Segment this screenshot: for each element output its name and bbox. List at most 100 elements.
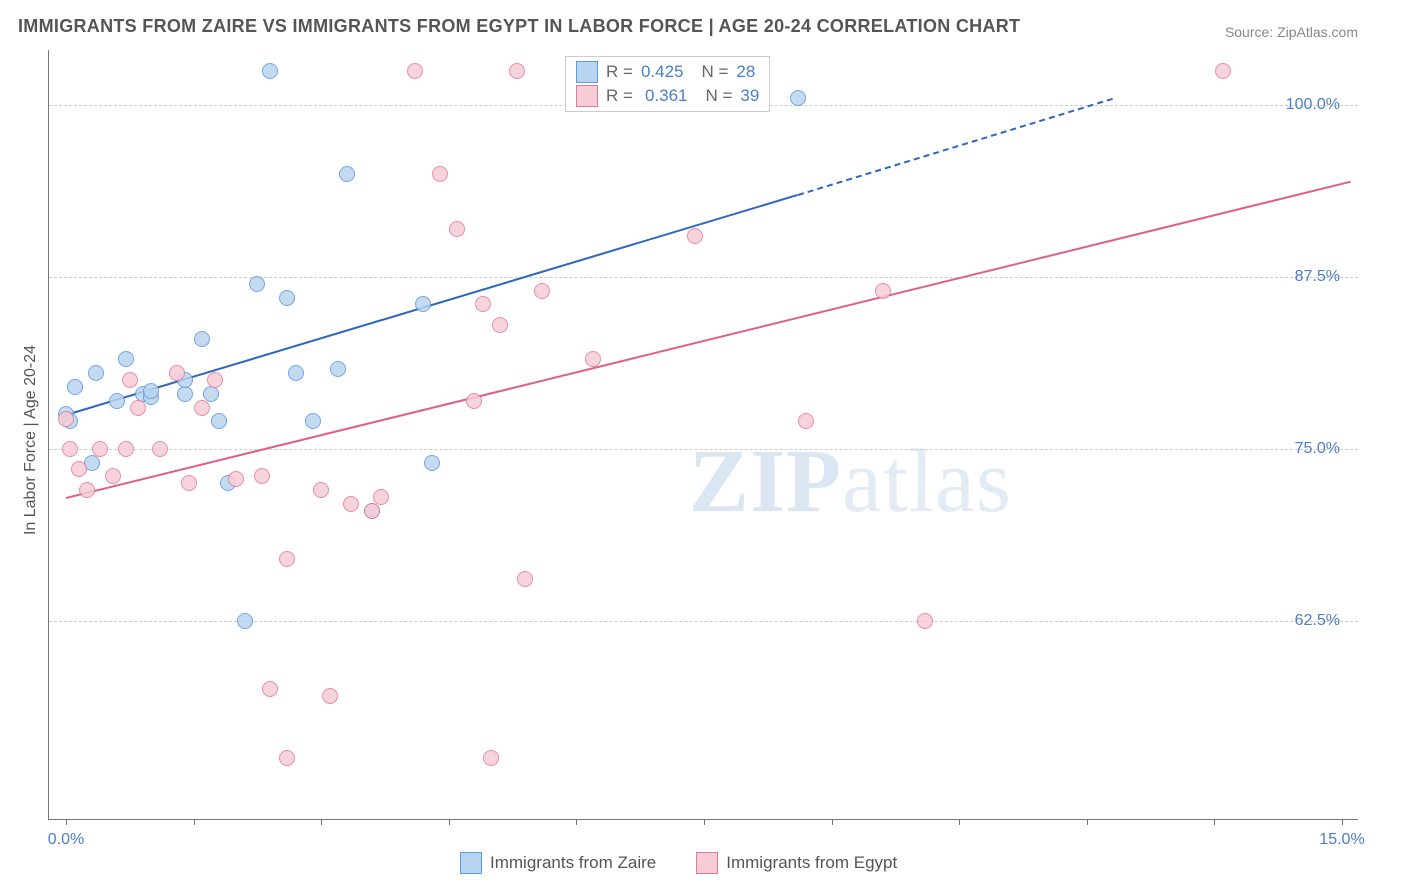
data-point [483,750,499,766]
data-point [475,296,491,312]
data-point [67,379,83,395]
data-point [798,413,814,429]
data-point [279,551,295,567]
watermark: ZIPatlas [689,430,1012,533]
x-tick-mark [321,819,322,825]
data-point [305,413,321,429]
data-point [279,290,295,306]
data-point [288,365,304,381]
chart-container: IMMIGRANTS FROM ZAIRE VS IMMIGRANTS FROM… [0,0,1406,892]
data-point [194,400,210,416]
n-value-egypt: 39 [740,86,759,106]
data-point [407,63,423,79]
n-label: N = [701,62,728,82]
r-value-zaire: 0.425 [641,62,684,82]
data-point [364,503,380,519]
n-label: N = [705,86,732,106]
trend-line [797,98,1112,196]
data-point [466,393,482,409]
watermark-rest: atlas [842,432,1012,531]
data-point [92,441,108,457]
x-tick-label: 0.0% [48,831,84,849]
correlation-legend: R = 0.425 N = 28 R = 0.361 N = 39 [565,56,770,112]
n-value-zaire: 28 [736,62,755,82]
r-label: R = [606,62,633,82]
data-point [71,461,87,477]
legend-item-zaire: Immigrants from Zaire [460,852,656,874]
data-point [1215,63,1231,79]
data-point [262,681,278,697]
x-tick-mark [449,819,450,825]
y-tick-label: 62.5% [1295,612,1340,630]
source-label: Source: ZipAtlas.com [1225,24,1358,40]
data-point [118,441,134,457]
x-tick-mark [959,819,960,825]
data-point [330,361,346,377]
plot-area: ZIPatlas 62.5%75.0%87.5%100.0%0.0%15.0% [48,50,1358,820]
data-point [509,63,525,79]
data-point [130,400,146,416]
data-point [177,386,193,402]
data-point [917,613,933,629]
y-tick-label: 87.5% [1295,268,1340,286]
data-point [432,166,448,182]
y-tick-label: 100.0% [1286,96,1340,114]
data-point [343,496,359,512]
data-point [339,166,355,182]
data-point [122,372,138,388]
data-point [143,383,159,399]
x-tick-label: 15.0% [1319,831,1364,849]
x-tick-mark [1087,819,1088,825]
grid-line [49,449,1358,450]
data-point [790,90,806,106]
data-point [169,365,185,381]
data-point [875,283,891,299]
x-tick-mark [1214,819,1215,825]
data-point [449,221,465,237]
x-tick-mark [66,819,67,825]
data-point [279,750,295,766]
swatch-zaire [460,852,482,874]
trend-line [66,194,798,416]
legend-label-egypt: Immigrants from Egypt [726,853,897,873]
y-axis-label: In Labor Force | Age 20-24 [22,345,40,535]
r-label: R = [606,86,633,106]
x-tick-mark [194,819,195,825]
r-value-egypt: 0.361 [645,86,688,106]
data-point [211,413,227,429]
x-tick-mark [704,819,705,825]
data-point [249,276,265,292]
data-point [62,441,78,457]
data-point [79,482,95,498]
watermark-bold: ZIP [689,432,842,531]
data-point [262,63,278,79]
data-point [237,613,253,629]
data-point [58,411,74,427]
series-legend: Immigrants from Zaire Immigrants from Eg… [460,852,897,874]
data-point [88,365,104,381]
data-point [109,393,125,409]
data-point [492,317,508,333]
data-point [517,571,533,587]
x-tick-mark [576,819,577,825]
data-point [424,455,440,471]
data-point [687,228,703,244]
legend-item-egypt: Immigrants from Egypt [696,852,897,874]
data-point [534,283,550,299]
x-tick-mark [1342,819,1343,825]
data-point [118,351,134,367]
chart-title: IMMIGRANTS FROM ZAIRE VS IMMIGRANTS FROM… [18,16,1020,37]
data-point [105,468,121,484]
data-point [152,441,168,457]
data-point [415,296,431,312]
data-point [181,475,197,491]
legend-label-zaire: Immigrants from Zaire [490,853,656,873]
data-point [313,482,329,498]
legend-row-zaire: R = 0.425 N = 28 [576,61,759,83]
data-point [228,471,244,487]
data-point [194,331,210,347]
grid-line [49,277,1358,278]
data-point [373,489,389,505]
trend-line [66,181,1351,499]
x-tick-mark [832,819,833,825]
